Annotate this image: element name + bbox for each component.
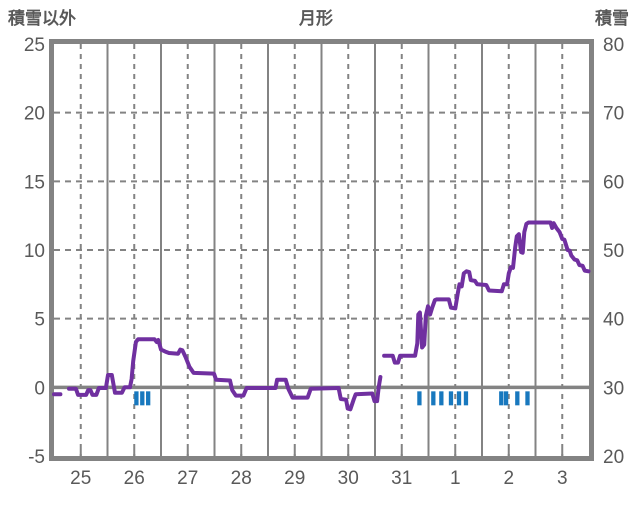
snow-event-bar	[431, 391, 436, 406]
x-axis-day-label: 28	[231, 468, 252, 489]
right-axis-tick-label: 40	[603, 310, 624, 331]
x-axis-day-label: 1	[450, 468, 461, 489]
left-axis-tick-label: 5	[34, 310, 45, 331]
x-axis-day-label: 29	[284, 468, 305, 489]
grid-layer	[49, 39, 594, 461]
plot-frame	[49, 39, 594, 461]
snow-event-bar	[499, 391, 504, 406]
left-axis-tick-label: 20	[24, 104, 45, 125]
left-axis-title: 積雪以外	[8, 8, 76, 28]
snow-event-bar	[515, 391, 520, 406]
x-axis-day-label: 3	[557, 468, 568, 489]
snow-event-bar	[439, 391, 444, 406]
left-axis-tick-label: 25	[24, 35, 45, 56]
right-axis-tick-label: 60	[603, 172, 624, 193]
left-axis-tick-label: -5	[28, 447, 45, 468]
x-axis-day-label: 30	[338, 468, 359, 489]
x-axis-day-label: 26	[124, 468, 145, 489]
snow-event-bar	[146, 391, 151, 406]
snow-depth-line	[382, 220, 591, 365]
snow-event-bar	[503, 391, 509, 406]
right-axis-tick-label: 80	[603, 35, 624, 56]
snow-event-bar	[134, 391, 139, 406]
right-axis-tick-label: 50	[603, 241, 624, 262]
x-axis-day-label: 2	[503, 468, 514, 489]
snow-event-bar	[525, 391, 530, 406]
right-axis-tick-label: 30	[603, 378, 624, 399]
left-axis-tick-label: 10	[24, 241, 45, 262]
x-axis-day-label: 25	[70, 468, 91, 489]
snow-depth-line	[67, 337, 383, 412]
snow-event-bar	[456, 391, 462, 406]
left-axis-tick-label: 0	[34, 378, 45, 399]
x-axis-day-label: 27	[177, 468, 198, 489]
snow-event-bar	[448, 391, 454, 406]
chart-title: 月形	[298, 8, 333, 28]
right-axis-tick-label: 20	[603, 447, 624, 468]
snow-event-bar	[463, 391, 469, 406]
left-axis-tick-label: 15	[24, 172, 45, 193]
x-axis-day-label: 31	[391, 468, 412, 489]
right-axis-title: 積雪	[595, 8, 629, 28]
data-layer	[52, 220, 591, 412]
right-axis-tick-label: 70	[603, 104, 624, 125]
snow-event-bar	[417, 391, 422, 406]
snow-event-bar	[140, 391, 145, 406]
